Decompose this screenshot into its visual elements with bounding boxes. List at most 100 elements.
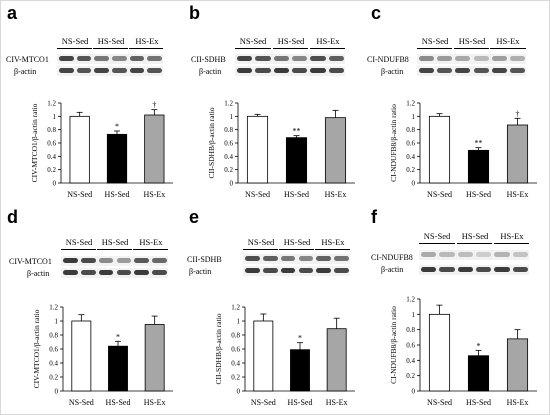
- blot-band: [419, 56, 435, 61]
- blot-band: [292, 68, 308, 73]
- blot-band: [334, 268, 349, 273]
- y-tick-label: 0.2: [406, 166, 415, 174]
- panel-letter: b: [189, 3, 200, 23]
- blot-band: [63, 270, 78, 275]
- y-tick-label: 1.2: [49, 304, 58, 312]
- blot-band: [280, 256, 296, 261]
- blot-actin-strip: [57, 66, 163, 76]
- blot-band: [473, 56, 489, 61]
- blot-band: [147, 56, 162, 61]
- bar-hs-sed: [467, 149, 490, 184]
- group-underline: [454, 48, 489, 49]
- y-tick-label: 0: [55, 388, 59, 396]
- blot-band: [316, 268, 332, 273]
- blot-band: [152, 258, 167, 263]
- panel-letter: d: [7, 207, 18, 227]
- y-tick-label: 0.8: [47, 126, 56, 134]
- group-label-hs-ex: HS-Ex: [135, 36, 159, 46]
- panel-d: d CIV-MTCO1 β-actin NS-Sed HS-Sed HS-Ex …: [1, 207, 181, 407]
- blot-band: [476, 267, 492, 272]
- bar-hs-sed: [285, 137, 308, 184]
- blot-band: [437, 68, 453, 73]
- group-underline: [417, 48, 452, 49]
- x-tick-label: HS-Sed: [466, 190, 491, 199]
- blot-band: [237, 56, 253, 61]
- panel-e: e CII-SDHB β-actin NS-Sed HS-Sed HS-Ex 0…: [183, 207, 363, 407]
- blot-band: [509, 56, 525, 61]
- blot-band: [509, 68, 525, 73]
- group-label-hs-sed: HS-Sed: [101, 237, 129, 247]
- blot-band: [152, 270, 167, 275]
- y-tick-label: 0: [53, 180, 57, 188]
- blot-target-label: CIV-MTCO1: [6, 55, 49, 64]
- y-tick-label: 0.8: [224, 126, 233, 134]
- blot-band: [476, 252, 492, 257]
- blot-band: [310, 68, 326, 73]
- blot-band: [262, 268, 278, 273]
- bar-hs-sed: [106, 133, 128, 184]
- group-label-ns-sed: NS-Sed: [421, 36, 449, 46]
- y-tick-label: 0.8: [49, 332, 58, 340]
- significance-marker: *: [115, 122, 119, 131]
- bar-chart: 0 0.2 0.4 0.6 0.8 1 1.2 CIV-MTCO1/β-actin ratio…: [30, 100, 173, 199]
- bar-ns-sed: [69, 115, 90, 184]
- y-axis-label: CIV-MTCO1/β-actin ratio: [30, 103, 39, 182]
- group-underline: [57, 48, 92, 49]
- group-underline: [243, 249, 278, 250]
- blot-band: [245, 256, 260, 261]
- blot-band: [273, 56, 289, 61]
- panel-a: a CIV-MTCO1 β-actin NS-Sed HS-Sed HS-Ex …: [1, 3, 181, 201]
- blot-band: [94, 68, 109, 73]
- x-tick-label: HS-Sed: [288, 398, 313, 407]
- group-underline: [61, 249, 96, 250]
- y-tick-label: 0.6: [406, 342, 415, 350]
- y-tick-label: 0.2: [231, 374, 240, 382]
- y-tick-label: 1.2: [231, 304, 240, 312]
- x-tick-label: NS-Sed: [427, 398, 452, 407]
- blot-target-strip: [417, 54, 526, 64]
- group-label-hs-sed: HS-Sed: [458, 36, 486, 46]
- y-tick-label: 0.4: [231, 360, 240, 368]
- blot-band: [421, 267, 437, 272]
- blot-band: [112, 68, 127, 73]
- blot-band: [316, 256, 332, 261]
- x-tick-label: HS-Sed: [466, 398, 491, 407]
- blot-band: [310, 56, 326, 61]
- blot-band: [147, 68, 162, 73]
- blot-band: [273, 68, 289, 73]
- y-tick-label: 0.2: [406, 372, 415, 380]
- bar-hs-sed: [290, 349, 310, 392]
- panel-letter: e: [189, 207, 200, 227]
- y-tick-label: 0: [412, 180, 416, 188]
- group-underline: [490, 48, 526, 49]
- y-tick-label: 0.8: [406, 126, 415, 134]
- bar-hs-sed: [108, 345, 128, 392]
- bar-hs-ex: [506, 124, 529, 184]
- significance-marker: *: [116, 332, 120, 341]
- blot-band: [255, 68, 271, 73]
- group-underline: [457, 243, 492, 244]
- blot-band: [76, 56, 92, 61]
- group-label-ns-sed: NS-Sed: [423, 231, 451, 241]
- blot-band: [59, 68, 74, 73]
- group-underline: [133, 249, 168, 250]
- blot-band: [98, 270, 114, 275]
- significance-marker: **: [293, 127, 301, 136]
- x-tick-label: HS-Sed: [106, 398, 131, 407]
- blot-actin-strip: [243, 266, 350, 276]
- y-tick-label: 0.4: [406, 357, 415, 365]
- y-tick-label: 0.6: [224, 140, 233, 148]
- y-tick-label: 0: [412, 388, 416, 396]
- bar-hs-ex: [144, 324, 165, 392]
- significance-marker: †: [152, 101, 156, 110]
- y-tick-label: 0.8: [231, 332, 240, 340]
- blot-band: [328, 56, 344, 61]
- blot-band: [94, 56, 109, 61]
- y-axis-label: CI-NDUFB8/β-actin ratio: [389, 104, 398, 182]
- blot-band: [437, 56, 453, 61]
- panel-b: b CII-SDHB β-actin NS-Sed HS-Sed HS-Ex 0…: [183, 3, 363, 201]
- group-label-hs-ex: HS-Ex: [496, 36, 520, 46]
- blot-band: [59, 56, 74, 61]
- y-axis-label: CIV-MTCO1/β-actin ratio: [32, 309, 41, 388]
- group-label-ns-sed: NS-Sed: [61, 36, 89, 46]
